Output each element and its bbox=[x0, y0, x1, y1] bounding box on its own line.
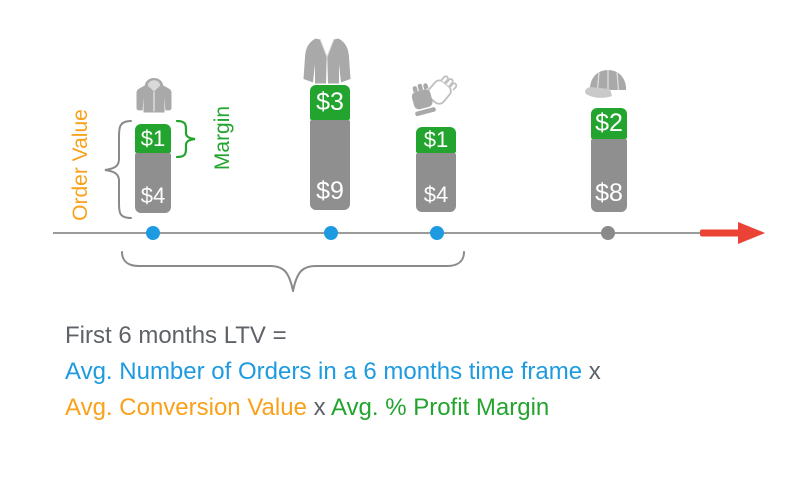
timeline-dot-order-2 bbox=[324, 226, 338, 240]
order-value-segment: $8 bbox=[591, 139, 627, 212]
order-value-amount: $8 bbox=[595, 179, 623, 207]
margin-brace bbox=[175, 120, 196, 158]
hoodie-icon bbox=[136, 78, 172, 113]
order-value-segment: $4 bbox=[135, 153, 171, 213]
six-months-brace bbox=[121, 251, 465, 292]
timeline bbox=[53, 222, 765, 244]
order-bar-3: $1 $4 bbox=[416, 127, 456, 212]
margin-value: $1 bbox=[140, 125, 166, 151]
order-value-segment: $9 bbox=[310, 120, 350, 210]
order-value-amount: $4 bbox=[140, 183, 166, 208]
gloves-icon bbox=[411, 75, 458, 117]
avg-orders-term: Avg. Number of Orders in a 6 months time… bbox=[65, 358, 583, 385]
margin-segment: $3 bbox=[310, 85, 350, 120]
ltv-label: First 6 months LTV = bbox=[65, 322, 287, 349]
formula-line-2: Avg. Number of Orders in a 6 months time… bbox=[65, 354, 601, 390]
margin-value: $3 bbox=[316, 88, 344, 116]
order-value-amount: $9 bbox=[316, 177, 344, 205]
formula-line-1: First 6 months LTV = bbox=[65, 318, 601, 354]
margin-value: $1 bbox=[423, 127, 449, 152]
multiply-operator: x bbox=[313, 394, 326, 421]
multiply-operator: x bbox=[588, 358, 601, 385]
timeline-arrow-head bbox=[738, 222, 765, 244]
order-bar-2: $3 $9 bbox=[310, 85, 350, 210]
timeline-dot-order-1 bbox=[146, 226, 160, 240]
timeline-dot-order-3 bbox=[430, 226, 444, 240]
margin-value: $2 bbox=[595, 109, 623, 137]
order-value-brace bbox=[104, 120, 132, 219]
margin-segment: $1 bbox=[416, 127, 456, 153]
order-value-amount: $4 bbox=[423, 182, 449, 207]
margin-segment: $2 bbox=[591, 108, 627, 139]
margin-segment: $1 bbox=[135, 124, 171, 153]
order-bar-4: $2 $8 bbox=[591, 108, 627, 212]
avg-profit-margin-term: Avg. % Profit Margin bbox=[330, 394, 550, 421]
order-value-segment: $4 bbox=[416, 153, 456, 212]
avg-conversion-value-term: Avg. Conversion Value bbox=[65, 394, 307, 421]
order-bar-1: $1 $4 bbox=[135, 124, 171, 213]
blazer-icon bbox=[303, 38, 351, 84]
timeline-arrow-shaft bbox=[700, 229, 742, 237]
margin-axis-label: Margin bbox=[211, 105, 234, 171]
formula-text: First 6 months LTV = Avg. Number of Orde… bbox=[65, 318, 601, 426]
formula-line-3: Avg. Conversion Value x Avg. % Profit Ma… bbox=[65, 390, 601, 426]
cap-icon bbox=[584, 70, 626, 98]
order-value-axis-label: Order Value bbox=[69, 109, 92, 221]
timeline-dot-order-4 bbox=[601, 226, 615, 240]
